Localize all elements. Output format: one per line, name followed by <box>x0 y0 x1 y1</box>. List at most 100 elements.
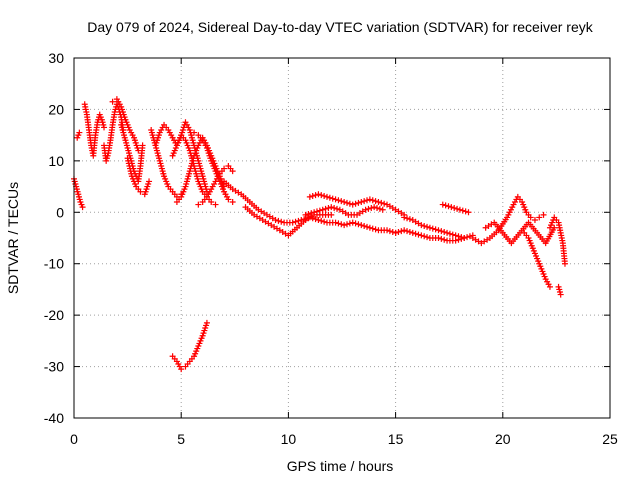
series-descent-2 <box>124 155 153 198</box>
data-point <box>379 206 386 213</box>
y-tick-label: 0 <box>56 204 64 220</box>
data-point <box>79 204 86 211</box>
data-point-interp <box>352 200 359 207</box>
data-point-interp <box>344 221 351 228</box>
data-point <box>448 204 455 211</box>
data-point-interp <box>313 208 320 215</box>
series-tail-end <box>546 214 568 267</box>
data-point <box>332 196 339 203</box>
data-point-interp <box>464 234 471 241</box>
data-point <box>401 227 408 234</box>
series-upper-band-2 <box>302 204 386 218</box>
data-point <box>452 237 459 244</box>
data-point <box>465 209 472 216</box>
series-main-decline <box>221 178 399 236</box>
data-point-interp <box>338 198 345 205</box>
x-tick-label: 0 <box>70 431 78 447</box>
data-point <box>332 219 339 226</box>
data-point-interp <box>389 229 396 235</box>
data-point <box>561 260 568 267</box>
data-point-interp <box>415 231 422 238</box>
x-tick-label: 5 <box>177 431 185 447</box>
data-point-interp <box>462 208 469 215</box>
data-point-interp <box>376 205 383 212</box>
data-point-interp <box>459 207 466 214</box>
data-point-interp <box>458 234 465 241</box>
data-point-interp <box>318 217 325 224</box>
data-point-interp <box>441 236 448 243</box>
data-point <box>221 165 228 172</box>
data-point-interp <box>442 202 449 209</box>
x-tick-label: 20 <box>495 431 511 447</box>
data-point-interp <box>321 193 328 199</box>
data-point-interp <box>329 195 336 202</box>
data-point <box>358 199 365 205</box>
data-point-interp <box>421 233 428 240</box>
data-point <box>302 211 309 218</box>
data-point <box>208 199 215 205</box>
data-point-interp <box>445 203 452 210</box>
data-point-interp <box>451 205 458 211</box>
data-point-interp <box>441 229 448 235</box>
data-points <box>71 96 568 373</box>
data-point <box>341 199 348 205</box>
data-point <box>306 193 313 200</box>
series-late-flat-2 <box>401 214 468 241</box>
data-point <box>191 129 198 136</box>
data-point <box>349 201 356 208</box>
data-point <box>362 206 369 213</box>
data-point-interp <box>361 223 368 229</box>
data-point-interp <box>372 226 379 233</box>
data-point <box>225 196 232 203</box>
data-point <box>328 211 335 218</box>
data-point-interp <box>355 199 362 206</box>
data-point <box>444 229 451 236</box>
data-point <box>319 206 326 213</box>
data-point <box>366 196 373 203</box>
data-point-interp <box>346 200 353 207</box>
data-point-interp <box>364 197 371 204</box>
series-late-strand-1 <box>195 163 236 208</box>
data-point <box>139 142 146 149</box>
data-point <box>456 206 463 213</box>
data-point-interp <box>424 223 431 230</box>
data-point-interp <box>412 230 419 237</box>
data-point-interp <box>346 220 353 227</box>
data-point-interp <box>308 210 315 217</box>
data-point-interp <box>312 216 319 223</box>
y-tick-label: -10 <box>44 256 64 272</box>
data-point <box>452 232 459 239</box>
data-point-interp <box>361 198 368 205</box>
data-point-interp <box>381 200 388 207</box>
data-point-interp <box>305 211 312 217</box>
data-point <box>384 227 391 234</box>
series-late-cluster-2 <box>482 219 558 247</box>
series-cluster-c <box>109 96 142 154</box>
data-point-interp <box>398 228 405 235</box>
series-early-drop <box>71 175 86 211</box>
data-point-interp <box>455 233 462 240</box>
data-point <box>536 214 543 221</box>
data-point-interp <box>322 205 329 212</box>
data-point-interp <box>421 223 428 229</box>
data-point <box>195 201 202 208</box>
data-point <box>289 219 296 226</box>
data-point <box>375 199 382 205</box>
grid-lines <box>74 58 610 418</box>
series-upper-band <box>306 191 408 218</box>
data-point <box>426 224 433 231</box>
y-tick-label: -40 <box>44 410 64 426</box>
data-point-interp <box>369 197 376 204</box>
y-tick-label: 10 <box>48 153 64 169</box>
y-tick-label: -30 <box>44 359 64 375</box>
data-point <box>76 129 83 136</box>
data-point-interp <box>378 199 385 206</box>
data-point <box>212 201 219 208</box>
y-tick-label: 20 <box>48 101 64 117</box>
data-point <box>178 366 185 373</box>
data-point <box>435 235 442 241</box>
data-point-interp <box>438 235 445 242</box>
series-late-upper <box>439 201 472 216</box>
data-point <box>371 204 378 211</box>
